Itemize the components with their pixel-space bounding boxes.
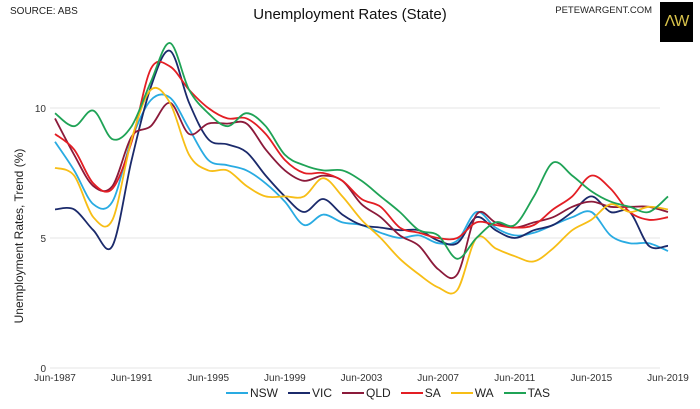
legend-swatch — [503, 392, 526, 394]
x-tick-label: Jun-1991 — [111, 373, 153, 384]
x-tick-label: Jun-2007 — [417, 373, 459, 384]
legend-item-vic: VIC — [288, 386, 332, 400]
y-ticks: 0 5 10 — [35, 104, 47, 375]
legend-swatch — [342, 392, 365, 394]
legend-label: SA — [424, 386, 441, 400]
legend-item-wa: WA — [450, 386, 494, 400]
y-tick-label: 5 — [40, 234, 46, 245]
site-label: PETEWARGENT.COM — [555, 5, 652, 16]
series-line-vic — [54, 49, 669, 251]
source-label: SOURCE: ABS — [10, 6, 78, 17]
series-line-sa — [54, 60, 669, 241]
legend-swatch — [400, 392, 423, 394]
legend-label: WA — [474, 386, 494, 400]
legend-item-tas: TAS — [503, 386, 551, 400]
y-tick-label: 0 — [40, 364, 46, 375]
chart-title: Unemployment Rates (State) — [253, 6, 447, 23]
legend-label: VIC — [312, 386, 333, 400]
x-tick-label: Jun-1999 — [264, 373, 306, 384]
y-tick-label: 10 — [35, 104, 47, 115]
legend-label: TAS — [527, 386, 551, 400]
legend-label: NSW — [250, 386, 278, 400]
x-tick-label: Jun-2019 — [647, 373, 689, 384]
x-tick-label: Jun-1995 — [187, 373, 229, 384]
legend-swatch — [450, 392, 473, 394]
series-line-wa — [54, 86, 669, 295]
x-tick-label: Jun-1987 — [34, 373, 76, 384]
legend-item-qld: QLD — [342, 386, 391, 400]
x-tick-label: Jun-2011 — [494, 373, 535, 384]
series-lines — [54, 42, 669, 295]
legend-swatch — [226, 392, 248, 394]
legend-item-sa: SA — [400, 386, 441, 400]
legend-label: QLD — [366, 386, 391, 400]
series-line-tas — [54, 42, 669, 260]
legend-swatch — [288, 392, 310, 394]
aw-logo: ΛW — [660, 2, 693, 42]
x-tick-label: Jun-2003 — [341, 373, 383, 384]
gridlines — [50, 107, 660, 369]
x-ticks: Jun-1987 Jun-1991 Jun-1995 Jun-1999 Jun-2003… — [34, 373, 689, 384]
x-tick-label: Jun-2015 — [571, 373, 613, 384]
series-line-qld — [54, 101, 669, 279]
legend: NSW VIC QLD SA WA TAS — [226, 386, 550, 400]
legend-item-nsw: NSW — [226, 386, 278, 400]
